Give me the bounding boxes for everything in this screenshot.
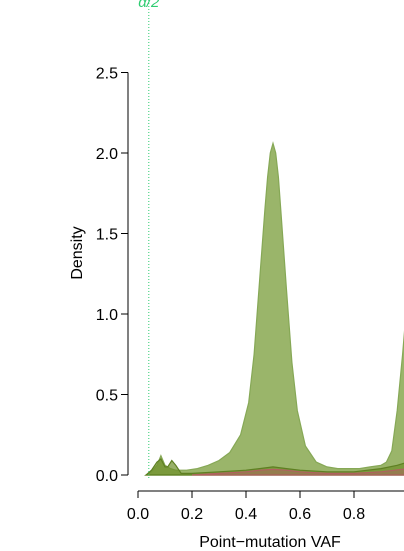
alpha-half-label: α/2 xyxy=(138,0,160,11)
density-area-3 xyxy=(191,468,404,476)
density-area-1 xyxy=(143,141,404,476)
y-tick-label: 2.0 xyxy=(96,146,118,163)
axes: 0.00.51.01.52.02.50.00.20.40.60.81 xyxy=(96,66,404,523)
x-tick-label: 0.0 xyxy=(127,506,149,523)
y-tick-label: 0.0 xyxy=(96,468,118,485)
y-tick-label: 1.0 xyxy=(96,307,118,324)
y-tick-label: 1.5 xyxy=(96,227,118,244)
x-tick-label: 0.2 xyxy=(181,506,203,523)
x-tick-label: 0.8 xyxy=(343,506,365,523)
y-tick-label: 2.5 xyxy=(96,66,118,83)
y-tick-label: 0.5 xyxy=(96,388,118,405)
y-axis-label: Density xyxy=(69,226,86,279)
density-areas xyxy=(143,141,404,476)
x-tick-label: 0.4 xyxy=(235,506,257,523)
x-axis-label: Point−mutation VAF xyxy=(199,534,341,551)
x-tick-label: 0.6 xyxy=(289,506,311,523)
